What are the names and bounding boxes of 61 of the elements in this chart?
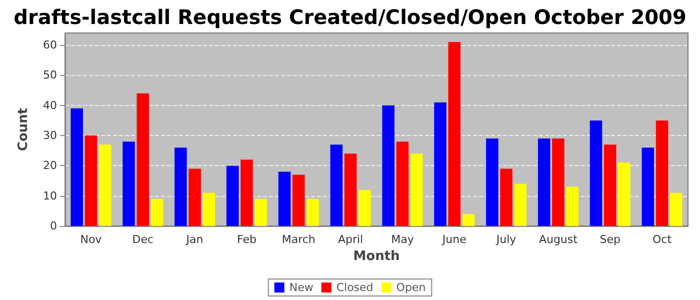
x-tick-label: Nov (80, 233, 102, 246)
y-tick-label: 0 (50, 220, 57, 232)
x-tick-label: April (338, 233, 364, 246)
bar (70, 108, 83, 226)
bar (396, 142, 409, 226)
bar (500, 168, 512, 226)
bar (566, 186, 578, 226)
bar (278, 172, 291, 226)
bar (344, 154, 357, 226)
x-axis-title: Month (353, 249, 400, 264)
bar (642, 148, 654, 226)
bar (306, 198, 319, 226)
bar (136, 93, 150, 226)
x-tick-label: August (538, 233, 578, 246)
y-axis-title: Count (16, 108, 31, 152)
y-tick-label: 60 (43, 38, 57, 52)
bar (254, 198, 267, 226)
bar (410, 154, 423, 226)
bar (150, 198, 164, 226)
x-tick-label: May (391, 233, 414, 246)
y-tick-label: 40 (43, 98, 57, 112)
x-tick-label: June (441, 233, 467, 246)
legend-label: Open (396, 281, 426, 294)
bar (448, 42, 461, 226)
x-tick-label: Dec (132, 233, 154, 246)
bar (538, 138, 550, 226)
bar (486, 138, 498, 226)
x-tick-label: March (282, 233, 316, 246)
bar (84, 136, 98, 226)
bar (670, 192, 682, 226)
bar (202, 192, 216, 226)
legend-label: New (289, 281, 314, 294)
bar (618, 162, 630, 226)
y-tick-label: 30 (43, 129, 57, 142)
bar (382, 105, 394, 226)
bar (330, 144, 343, 226)
bar (434, 102, 446, 226)
bar (656, 120, 668, 226)
bar (590, 120, 602, 226)
bar (604, 144, 616, 226)
bar (188, 168, 201, 226)
x-tick-label: Jan (185, 233, 204, 246)
x-tick-label: Sep (600, 233, 621, 246)
chart-title: drafts-lastcall Requests Created/Closed/Open October 2009 (14, 5, 686, 29)
bar (292, 174, 305, 226)
bar (98, 144, 112, 226)
bar (122, 142, 135, 226)
x-tick-label: Oct (652, 233, 672, 246)
bar (174, 148, 187, 226)
y-tick-label: 50 (43, 68, 57, 82)
y-tick-label: 10 (43, 189, 57, 202)
bar (226, 166, 239, 226)
bar (514, 184, 527, 226)
bar (240, 160, 253, 226)
bar (462, 214, 475, 226)
legend-label: Closed (336, 281, 374, 294)
x-tick-label: July (495, 233, 517, 246)
bar (552, 138, 564, 226)
bar (358, 190, 371, 226)
y-tick-label: 20 (43, 159, 57, 172)
x-tick-label: Feb (236, 233, 256, 246)
